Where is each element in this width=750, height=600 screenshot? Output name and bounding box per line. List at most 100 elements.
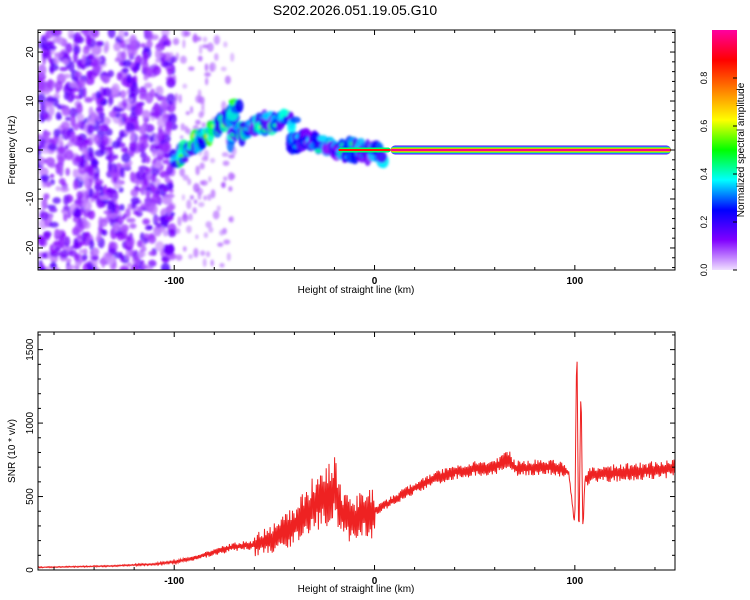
noise-blob bbox=[123, 31, 129, 37]
noise-blob bbox=[77, 166, 87, 175]
noise-blob bbox=[61, 106, 71, 117]
y-tick-label: 1500 bbox=[25, 338, 36, 361]
noise-blob bbox=[178, 93, 182, 104]
noise-blob bbox=[53, 55, 60, 65]
noise-blob bbox=[228, 186, 233, 192]
noise-blob bbox=[114, 57, 121, 63]
noise-blob bbox=[202, 36, 208, 43]
noise-blob bbox=[161, 197, 171, 205]
noise-blob bbox=[48, 104, 55, 117]
noise-blob bbox=[182, 83, 188, 89]
noise-blob bbox=[45, 96, 56, 103]
noise-blob bbox=[63, 205, 71, 211]
noise-blob bbox=[77, 77, 86, 89]
noise-blob bbox=[60, 186, 70, 193]
colorbar-tick-label: 0.0 bbox=[699, 264, 709, 277]
noise-blob bbox=[103, 210, 112, 215]
noise-blob bbox=[166, 205, 172, 217]
y-tick-label: 1000 bbox=[25, 412, 36, 435]
noise-blob bbox=[141, 109, 151, 120]
noise-blob bbox=[72, 168, 79, 178]
noise-blob bbox=[143, 178, 148, 186]
noise-blob bbox=[195, 119, 201, 125]
noise-blob bbox=[192, 34, 199, 43]
y-tick-label: 0 bbox=[25, 567, 36, 573]
noise-blob bbox=[59, 249, 69, 259]
noise-blob bbox=[149, 88, 156, 98]
noise-blob bbox=[228, 154, 235, 159]
noise-blob bbox=[203, 232, 209, 239]
colorbar-tick-label: 0.8 bbox=[699, 72, 709, 85]
noise-blob bbox=[84, 149, 89, 161]
noise-blob bbox=[204, 63, 209, 72]
noise-blob bbox=[216, 205, 221, 212]
noise-blob bbox=[99, 218, 108, 228]
noise-blob bbox=[152, 149, 157, 158]
noise-blob bbox=[49, 45, 57, 51]
noise-blob bbox=[111, 172, 122, 178]
noise-blob bbox=[113, 42, 121, 52]
noise-blob bbox=[43, 231, 51, 241]
noise-blob bbox=[162, 229, 169, 237]
noise-blob bbox=[142, 52, 149, 63]
y-tick-label: -10 bbox=[25, 191, 36, 206]
noise-blob bbox=[121, 51, 127, 61]
noise-blob bbox=[82, 86, 87, 99]
noise-blob bbox=[186, 225, 192, 234]
noise-blob bbox=[86, 124, 95, 135]
noise-blob bbox=[95, 107, 104, 112]
noise-blob bbox=[185, 111, 190, 116]
noise-blob bbox=[224, 75, 231, 85]
noise-blob bbox=[89, 239, 95, 251]
noise-blob bbox=[217, 242, 224, 247]
noise-blob bbox=[128, 250, 134, 257]
x-tick-label: 100 bbox=[566, 276, 583, 287]
noise-blob bbox=[127, 262, 132, 267]
noise-blob bbox=[154, 92, 159, 98]
noise-blob bbox=[142, 237, 149, 244]
noise-blob bbox=[39, 167, 49, 177]
noise-blob bbox=[230, 173, 236, 180]
ridge-blob bbox=[234, 99, 244, 113]
noise-blob bbox=[175, 52, 180, 61]
noise-blob bbox=[65, 42, 73, 54]
noise-blob bbox=[84, 176, 90, 189]
noise-blob bbox=[74, 155, 83, 163]
noise-blob bbox=[121, 152, 131, 163]
noise-blob bbox=[118, 30, 125, 40]
noise-blob bbox=[51, 30, 62, 38]
ridge-blob bbox=[181, 156, 189, 163]
noise-blob bbox=[45, 31, 51, 39]
noise-blob bbox=[101, 229, 108, 236]
noise-blob bbox=[73, 123, 79, 131]
noise-blob bbox=[66, 92, 75, 103]
noise-blob bbox=[59, 66, 69, 72]
noise-blob bbox=[138, 165, 148, 172]
noise-blob bbox=[162, 159, 172, 165]
noise-blob bbox=[47, 78, 54, 89]
noise-blob bbox=[167, 67, 173, 76]
colorbar: 0.0 0.2 0.4 0.6 0.8 Normalized spectral ampl… bbox=[699, 30, 747, 276]
noise-blob bbox=[93, 134, 101, 145]
noise-blob bbox=[197, 89, 202, 99]
noise-blob bbox=[64, 236, 71, 248]
noise-blob bbox=[134, 105, 142, 117]
noise-blob bbox=[208, 226, 214, 233]
noise-blob bbox=[151, 168, 160, 176]
noise-blob bbox=[193, 182, 200, 193]
noise-blob bbox=[188, 66, 195, 71]
noise-blob bbox=[140, 151, 147, 159]
noise-blob bbox=[78, 86, 84, 99]
x-axis-label: Height of straight line (km) bbox=[298, 285, 415, 296]
noise-blob bbox=[111, 83, 120, 96]
noise-blob bbox=[120, 147, 129, 153]
noise-blob bbox=[192, 207, 197, 214]
noise-blob bbox=[165, 182, 174, 190]
noise-blob bbox=[94, 179, 104, 186]
noise-blob bbox=[60, 121, 70, 131]
noise-blob bbox=[230, 52, 235, 62]
noise-blob bbox=[58, 178, 66, 185]
noise-blob bbox=[210, 259, 214, 267]
noise-blob bbox=[182, 39, 186, 49]
